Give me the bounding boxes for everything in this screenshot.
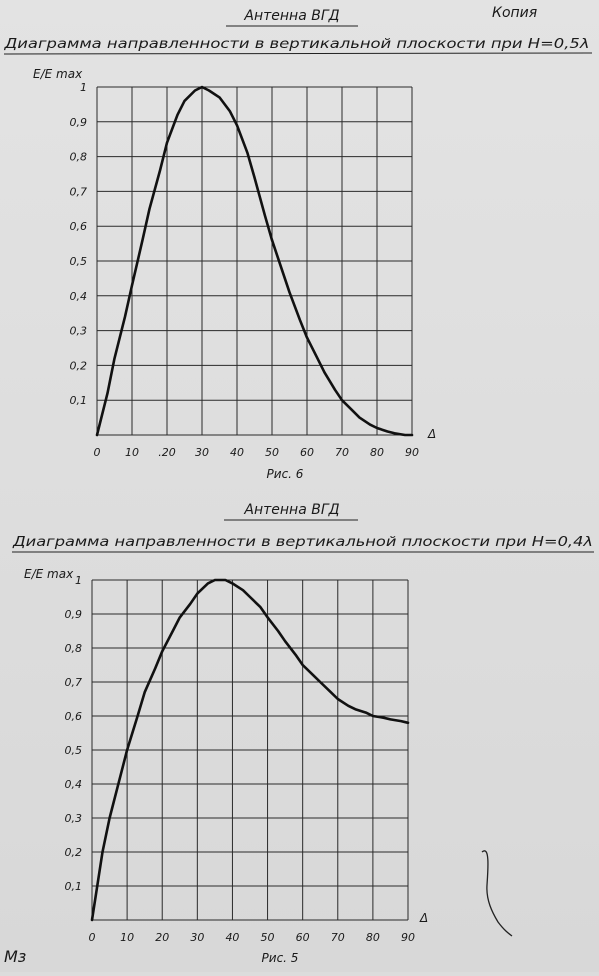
y-tick-label: 0,6	[70, 220, 88, 233]
x-tick-label: 30	[190, 931, 204, 944]
chart-2: Антенна ВГД Диаграмма направленности в в…	[12, 502, 594, 965]
x-tick-label: 40	[225, 931, 239, 944]
y-tick-label: 0,2	[70, 359, 88, 372]
chart-1-y-ticks: 0,1 0,2 0,3 0,4 0,5 0,6 0,7 0,8 0,9 1	[70, 81, 88, 407]
chart-1-caption: Рис. 6	[267, 467, 304, 481]
chart-2-grid	[91, 579, 409, 921]
y-tick-label: 0,9	[65, 608, 83, 621]
x-tick-label: 90	[405, 446, 419, 459]
y-tick-label: 0,8	[70, 151, 88, 164]
y-tick-label: 0,6	[65, 710, 83, 723]
x-tick-label: 20	[155, 931, 169, 944]
chart-1-ylabel: E/E max	[33, 67, 83, 81]
y-tick-label: 0,3	[70, 325, 88, 338]
x-tick-label: 30	[195, 446, 209, 459]
y-tick-label: 1	[80, 81, 87, 94]
x-tick-label: 0	[89, 931, 96, 944]
x-tick-label: .20	[158, 446, 176, 459]
x-tick-label: 0	[94, 446, 101, 459]
x-tick-label: 60	[300, 446, 314, 459]
y-tick-label: 0,8	[65, 642, 83, 655]
y-tick-label: 0,7	[70, 185, 88, 198]
x-tick-label: 80	[366, 931, 380, 944]
y-tick-label: 0,2	[65, 846, 83, 859]
y-tick-label: 1	[75, 574, 82, 587]
x-tick-label: 50	[265, 446, 279, 459]
handwritten-mark: Мз	[4, 947, 26, 966]
y-tick-label: 0,9	[70, 116, 88, 129]
chart-1-grid	[96, 86, 413, 436]
x-tick-label: 60	[296, 931, 310, 944]
y-tick-label: 0,4	[70, 290, 88, 303]
x-tick-label: 10	[120, 931, 134, 944]
chart-1-series-line	[95, 85, 414, 437]
y-tick-label: 0,4	[65, 778, 83, 791]
y-tick-label: 0,3	[65, 812, 83, 825]
chart-1-subtitle: Диаграмма направленности в вертикальной …	[3, 36, 589, 52]
chart-1-subtitle-underline	[3, 52, 593, 55]
chart-1-xlabel: Δ	[427, 427, 436, 441]
chart-2-caption: Рис. 5	[262, 951, 299, 965]
x-tick-label: 50	[261, 931, 275, 944]
chart-1-x-ticks: 0 10 .20 30 40 50 60 70 80 90	[94, 446, 420, 459]
chart-2-title: Антенна ВГД	[243, 502, 339, 518]
y-tick-label: 0,7	[65, 676, 83, 689]
handwritten-squiggle	[481, 850, 513, 937]
chart-2-subtitle: Диаграмма направленности в вертикальной …	[12, 534, 593, 550]
chart-2-xlabel: Δ	[419, 911, 428, 925]
x-tick-label: 70	[335, 446, 349, 459]
chart-1-title: Антенна ВГД	[243, 8, 339, 24]
x-tick-label: 10	[125, 446, 139, 459]
y-tick-label: 0,5	[65, 744, 83, 757]
chart-2-y-ticks: 0,1 0,2 0,3 0,4 0,5 0,6 0,7 0,8 0,9 1	[65, 574, 83, 893]
copy-stamp: Копия	[492, 5, 537, 21]
x-tick-label: 70	[331, 931, 345, 944]
chart-1: Антенна ВГД Диаграмма направленности в в…	[3, 8, 593, 481]
x-tick-label: 80	[370, 446, 384, 459]
x-tick-label: 90	[401, 931, 415, 944]
y-tick-label: 0,1	[70, 394, 88, 407]
chart-2-ylabel: E/E max	[24, 567, 74, 581]
chart-2-series-line	[90, 578, 410, 922]
y-tick-label: 0,1	[65, 880, 83, 893]
x-tick-label: 40	[230, 446, 244, 459]
chart-2-x-ticks: 0 10 20 30 40 50 60 70 80 90	[89, 931, 416, 944]
y-tick-label: 0,5	[70, 255, 88, 268]
